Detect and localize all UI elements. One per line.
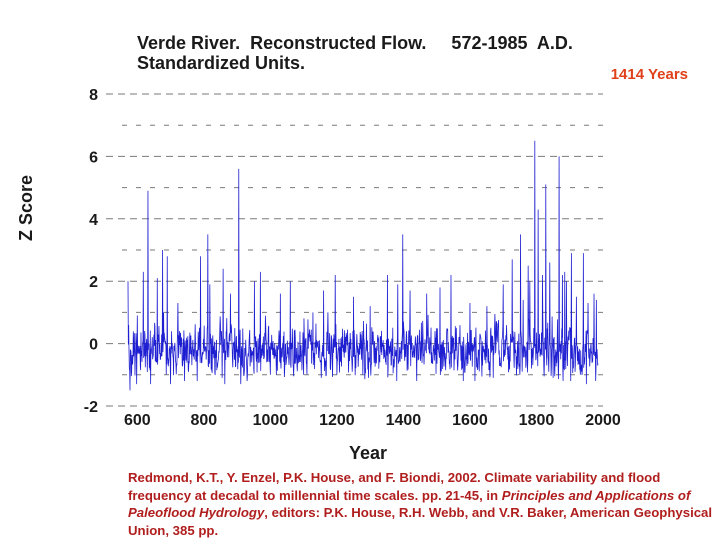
x-axis-label: Year	[349, 443, 387, 463]
citation: Redmond, K.T., Y. Enzel, P.K. House, and…	[128, 469, 713, 539]
citation-book-title: Principles and Applications of Paleofloo…	[128, 487, 691, 521]
y-axis-label: Z Score	[16, 175, 36, 241]
x-tick-label: 1800	[519, 412, 555, 429]
y-tick-label: 4	[89, 212, 98, 229]
citation-text-1: Redmond, K.T., Y. Enzel, P.K. House, and…	[128, 470, 661, 503]
x-tick-label: 1000	[253, 412, 289, 429]
y-tick-label: 6	[89, 149, 98, 166]
chart-title-line-2: Standardized Units.	[137, 53, 305, 73]
y-tick-label: -2	[84, 399, 98, 416]
y-tick-label: 0	[89, 337, 98, 354]
y-tick-label: 8	[89, 87, 98, 104]
x-axis-ticks: 600 800 1000 1200 1400 1600 1800 2000	[124, 412, 621, 429]
x-tick-label: 1400	[386, 412, 422, 429]
chart-title-line-1: Verde River. Reconstructed Flow. 572-198…	[137, 33, 573, 53]
x-tick-label: 800	[190, 412, 217, 429]
x-tick-label: 600	[124, 412, 151, 429]
duration-annotation: 1414 Years	[611, 66, 688, 83]
x-tick-label: 2000	[585, 412, 621, 429]
citation-text-2: , editors: P.K. House, R.H. Webb, and V.…	[128, 505, 713, 538]
y-tick-label: 2	[89, 274, 98, 291]
flow-series	[127, 140, 599, 391]
x-tick-label: 1600	[452, 412, 488, 429]
series-line-reconstructed-flow	[127, 140, 599, 391]
y-axis-ticks: 8 6 4 2 0 -2	[84, 87, 98, 416]
x-tick-label: 1200	[319, 412, 355, 429]
